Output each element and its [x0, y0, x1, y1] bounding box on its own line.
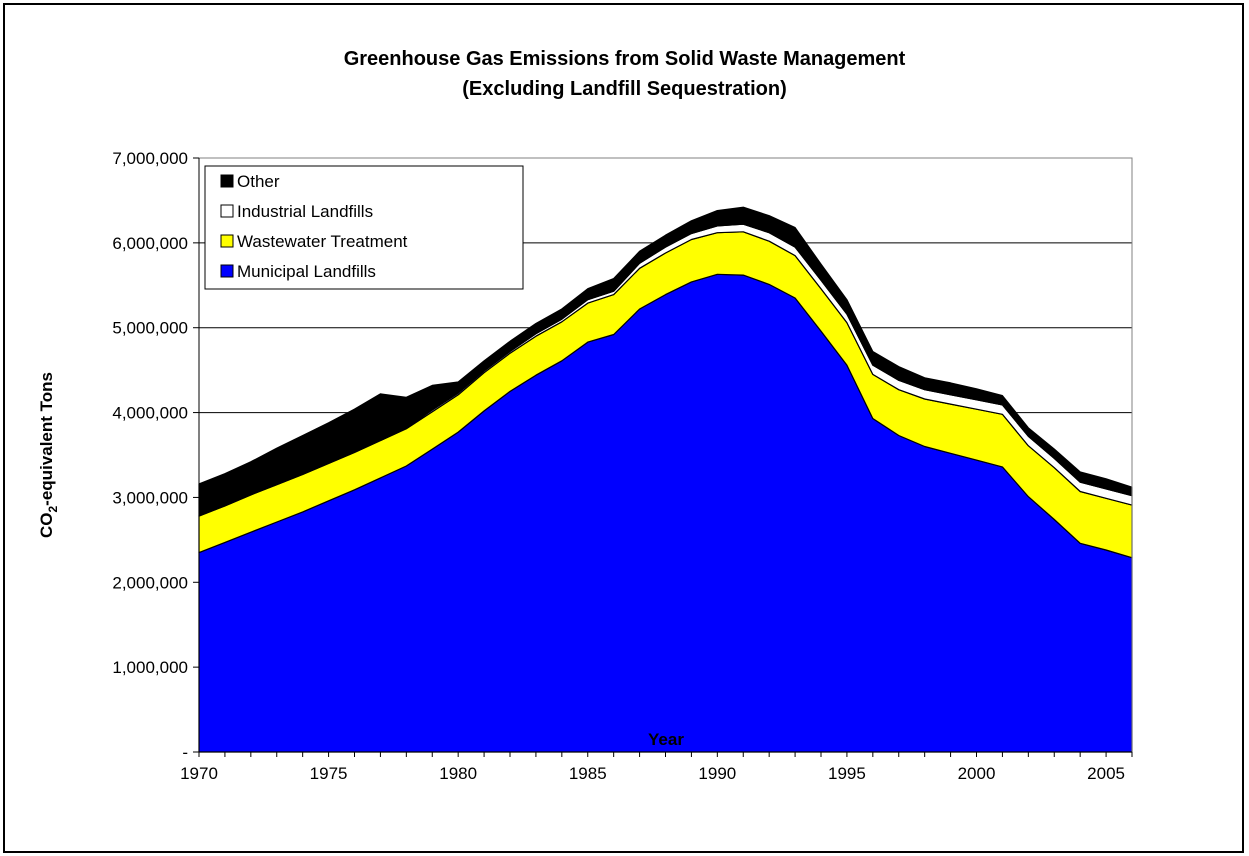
legend-label: Other	[237, 172, 280, 191]
area-municipal-landfills	[198, 273, 1133, 753]
legend-box	[204, 165, 524, 290]
y-tick-label: 5,000,000	[112, 319, 188, 338]
legend-label: Municipal Landfills	[237, 262, 376, 281]
legend-label: Industrial Landfills	[237, 202, 373, 221]
chart-subtitle: (Excluding Landfill Sequestration)	[462, 78, 787, 100]
y-axis-title: CO2-equivalent Tons	[37, 372, 60, 538]
x-tick-label: 1980	[439, 764, 477, 783]
x-tick-label: 1985	[569, 764, 607, 783]
x-tick-label: 1995	[828, 764, 866, 783]
y-tick-label: -	[182, 743, 188, 762]
legend-swatch-wastewater-treatment	[220, 234, 234, 248]
y-tick-label: 7,000,000	[112, 149, 188, 168]
y-axis-ticks: - 1,000,000 2,000,000 3,000,000 4,000,000 5,0…	[112, 149, 199, 762]
y-tick-label: 4,000,000	[112, 404, 188, 423]
x-tick-label: 1970	[180, 764, 218, 783]
y-tick-label: 3,000,000	[112, 488, 188, 507]
x-axis-ticks: 1970 1975 1980 1985 1990 1995 2000 2005	[180, 752, 1133, 783]
x-tick-label: 1990	[698, 764, 736, 783]
x-tick-label: 1975	[310, 764, 348, 783]
chart-title: Greenhouse Gas Emissions from Solid Wast…	[343, 48, 906, 70]
legend-swatch-industrial-landfills	[220, 204, 234, 218]
legend: Other Industrial Landfills Wastewater Trea…	[204, 165, 524, 290]
legend-label: Wastewater Treatment	[237, 232, 408, 251]
x-tick-label: 2000	[958, 764, 996, 783]
x-tick-label: 2005	[1087, 764, 1125, 783]
y-tick-label: 6,000,000	[112, 234, 188, 253]
y-tick-label: 1,000,000	[112, 658, 188, 677]
y-tick-label: 2,000,000	[112, 573, 188, 592]
x-axis-title: Year	[648, 730, 684, 749]
legend-swatch-municipal-landfills	[220, 264, 234, 278]
legend-swatch-other	[220, 174, 234, 188]
